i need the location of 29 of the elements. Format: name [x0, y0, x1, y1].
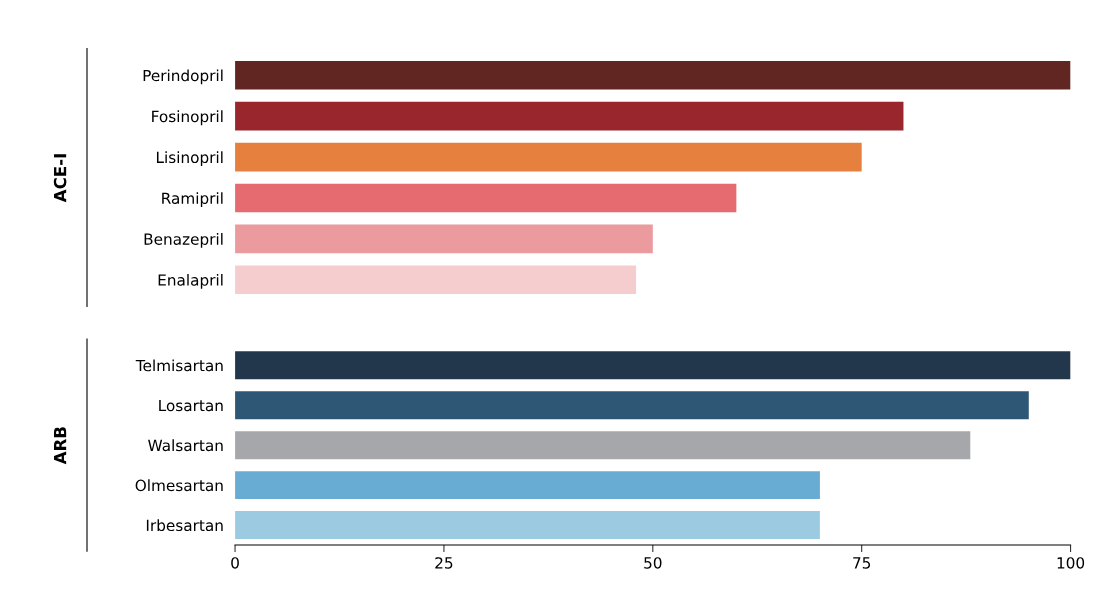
- x-tick-label: 25: [435, 557, 453, 569]
- bar: [235, 265, 637, 295]
- bar: [235, 471, 820, 500]
- y-tick-label: Enalapril: [158, 273, 223, 289]
- bar: [235, 142, 862, 172]
- x-tick-label: 100: [1057, 557, 1085, 569]
- bar: [235, 101, 904, 131]
- y-tick-label: Telmisartan: [135, 359, 223, 372]
- x-tick-label: 0: [231, 557, 239, 569]
- y-tick-label: Benazepril: [144, 233, 223, 248]
- bar: [235, 351, 1071, 380]
- bar: [235, 391, 1029, 420]
- bar: [235, 431, 971, 460]
- y-tick-label: Ramipril: [162, 192, 223, 207]
- bar: [235, 224, 653, 254]
- y-tick-label: Lisinopril: [156, 151, 223, 167]
- y-tick-label: Olmesartan: [135, 479, 223, 492]
- y-tick-label: Fosinopril: [152, 110, 223, 126]
- bar: [235, 511, 820, 540]
- y-axis-title: ACE-I: [53, 154, 67, 203]
- x-tick-label: 50: [644, 557, 662, 569]
- bar: [235, 60, 1071, 90]
- y-axis-title: ARB: [54, 427, 67, 465]
- x-tick-label: 75: [853, 557, 871, 569]
- y-tick-label: Irbesartan: [146, 519, 223, 532]
- bar: [235, 183, 737, 213]
- y-tick-label: Perindopril: [143, 69, 223, 85]
- y-tick-label: Walsartan: [148, 439, 223, 452]
- y-tick-label: Losartan: [159, 399, 223, 412]
